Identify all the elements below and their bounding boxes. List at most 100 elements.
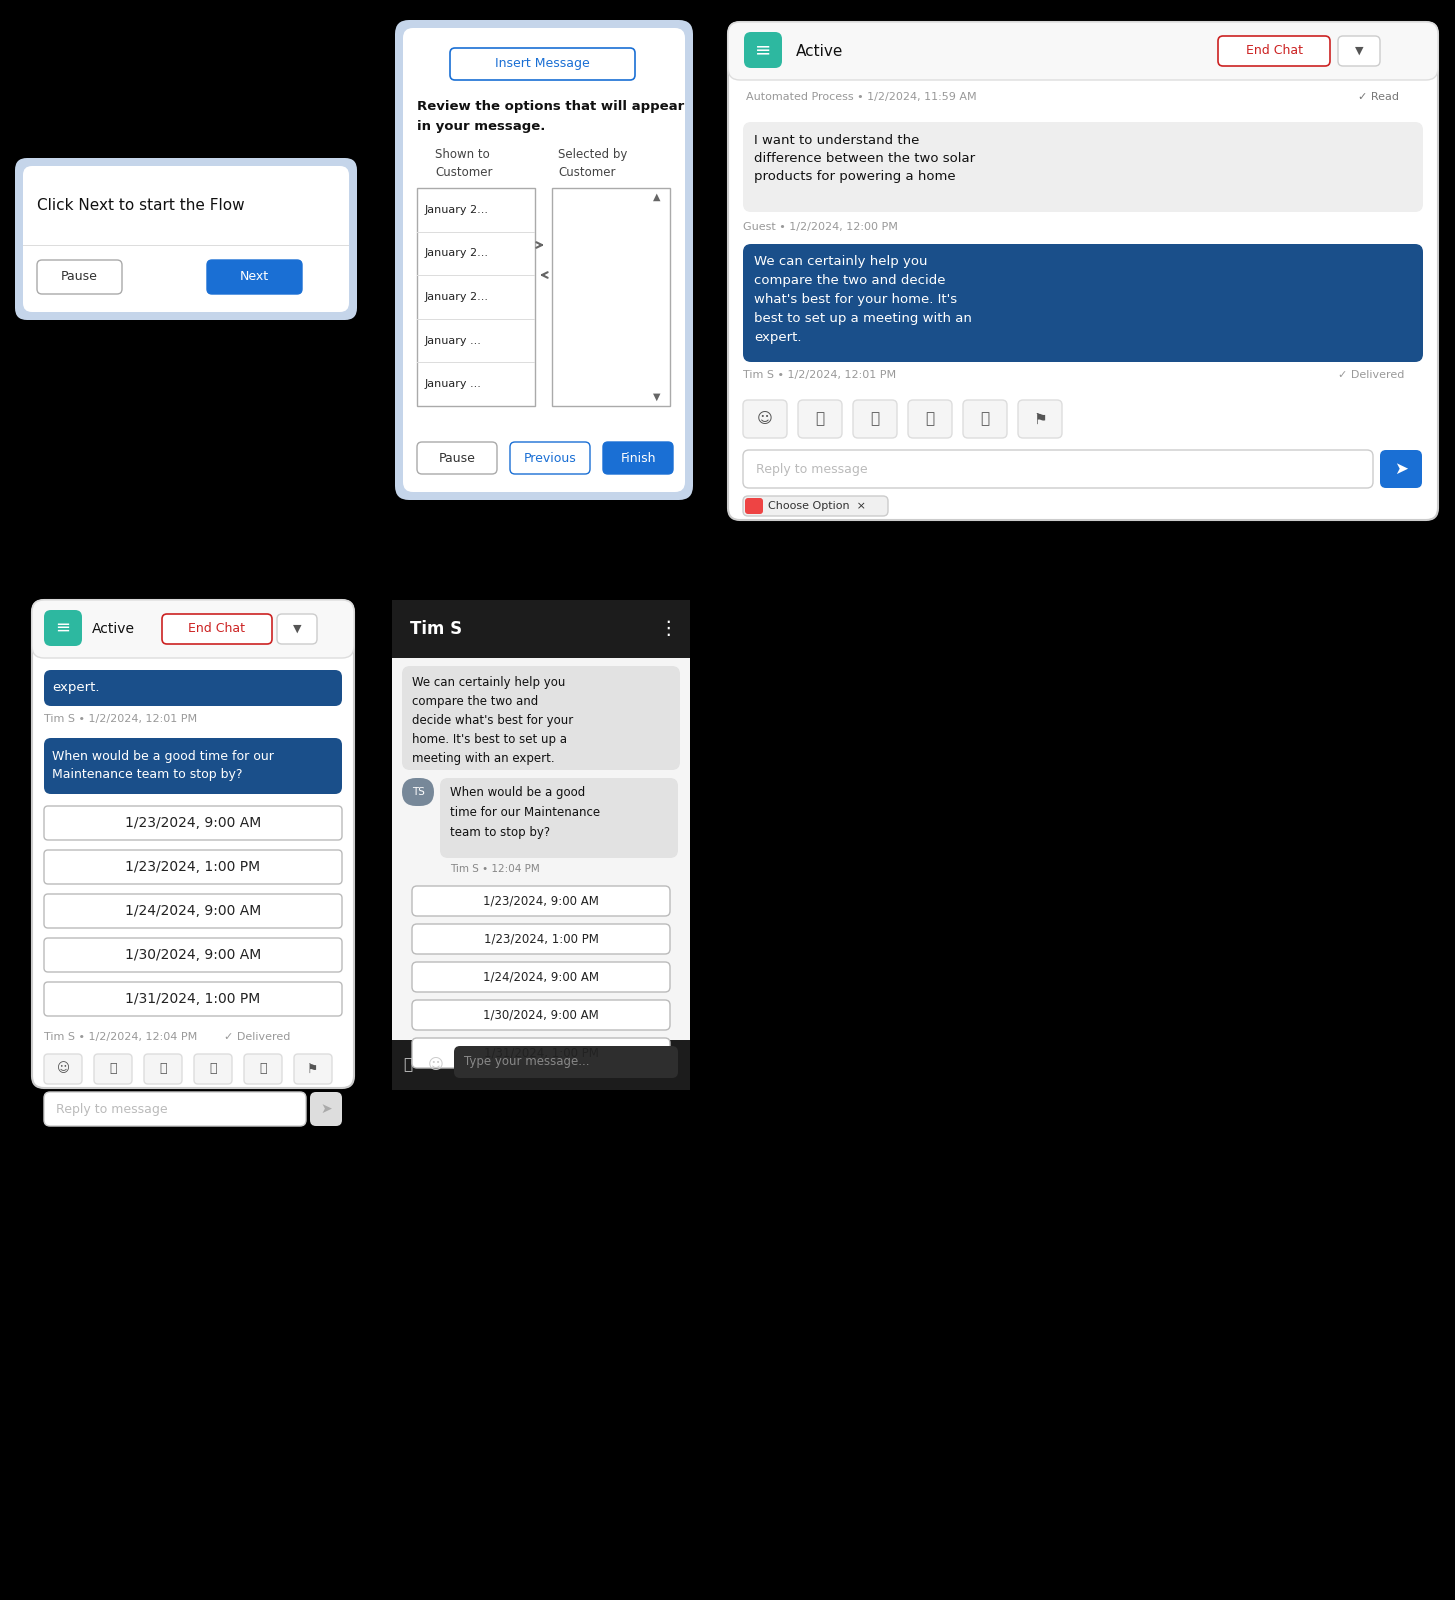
Text: ≡: ≡ (55, 619, 70, 637)
FancyBboxPatch shape (744, 122, 1423, 211)
Text: ▼: ▼ (1355, 46, 1363, 56)
Text: Previous: Previous (524, 451, 576, 464)
Text: 1/23/2024, 9:00 AM: 1/23/2024, 9:00 AM (125, 816, 260, 830)
Text: ▼: ▼ (652, 392, 661, 402)
FancyBboxPatch shape (728, 22, 1438, 80)
Text: Automated Process • 1/2/2024, 11:59 AM: Automated Process • 1/2/2024, 11:59 AM (746, 91, 976, 102)
Text: ☺: ☺ (428, 1058, 444, 1072)
Text: what's best for your home. It's: what's best for your home. It's (754, 293, 957, 306)
FancyBboxPatch shape (1218, 35, 1330, 66)
Text: 🔄: 🔄 (925, 411, 934, 427)
Text: 💬: 💬 (159, 1062, 167, 1075)
FancyBboxPatch shape (797, 400, 842, 438)
FancyBboxPatch shape (454, 1046, 678, 1078)
Text: home. It's best to set up a: home. It's best to set up a (412, 733, 567, 746)
Text: ▼: ▼ (292, 624, 301, 634)
FancyBboxPatch shape (744, 400, 787, 438)
Text: best to set up a meeting with an: best to set up a meeting with an (754, 312, 972, 325)
Text: ✓ Read: ✓ Read (1358, 91, 1400, 102)
Text: End Chat: End Chat (1245, 45, 1302, 58)
Text: Active: Active (796, 43, 844, 59)
FancyBboxPatch shape (207, 259, 303, 294)
FancyBboxPatch shape (44, 610, 81, 646)
FancyBboxPatch shape (44, 1054, 81, 1085)
Text: 1/24/2024, 9:00 AM: 1/24/2024, 9:00 AM (125, 904, 260, 918)
FancyBboxPatch shape (44, 806, 342, 840)
Text: Tim S • 1/2/2024, 12:04 PM: Tim S • 1/2/2024, 12:04 PM (44, 1032, 198, 1042)
FancyBboxPatch shape (412, 962, 669, 992)
Text: 1/30/2024, 9:00 AM: 1/30/2024, 9:00 AM (125, 947, 260, 962)
FancyBboxPatch shape (412, 1038, 669, 1069)
Text: I want to understand the: I want to understand the (754, 134, 920, 147)
FancyBboxPatch shape (744, 450, 1374, 488)
FancyBboxPatch shape (728, 22, 1438, 520)
Text: ☺: ☺ (757, 411, 773, 427)
Text: team to stop by?: team to stop by? (450, 826, 550, 838)
FancyBboxPatch shape (391, 600, 690, 1090)
FancyBboxPatch shape (44, 850, 342, 883)
Bar (391, 658, 690, 1040)
FancyBboxPatch shape (412, 886, 669, 915)
Text: January 2...: January 2... (425, 205, 489, 214)
Text: We can certainly help you: We can certainly help you (754, 254, 927, 267)
FancyBboxPatch shape (36, 259, 122, 294)
FancyBboxPatch shape (394, 19, 693, 499)
Text: January 2...: January 2... (425, 248, 489, 259)
Text: 📎: 📎 (981, 411, 989, 427)
Text: January 2...: January 2... (425, 291, 489, 302)
FancyBboxPatch shape (32, 600, 354, 1088)
FancyBboxPatch shape (44, 938, 342, 971)
Text: Review the options that will appear: Review the options that will appear (418, 99, 684, 114)
Text: Customer: Customer (559, 166, 615, 179)
Text: Tim S: Tim S (410, 619, 463, 638)
Text: 👤: 👤 (815, 411, 825, 427)
Text: 1/24/2024, 9:00 AM: 1/24/2024, 9:00 AM (483, 971, 599, 984)
FancyBboxPatch shape (412, 1000, 669, 1030)
FancyBboxPatch shape (32, 600, 354, 658)
Text: in your message.: in your message. (418, 120, 546, 133)
Text: Reply to message: Reply to message (757, 462, 867, 475)
Bar (391, 1040, 690, 1090)
Text: 📎: 📎 (259, 1062, 266, 1075)
Text: Maintenance team to stop by?: Maintenance team to stop by? (52, 768, 243, 781)
Text: When would be a good time for our: When would be a good time for our (52, 750, 274, 763)
Text: January ...: January ... (425, 379, 482, 389)
FancyBboxPatch shape (853, 400, 896, 438)
Text: 🔄: 🔄 (210, 1062, 217, 1075)
Text: ✓ Delivered: ✓ Delivered (224, 1032, 291, 1042)
Bar (551, 187, 669, 406)
Text: Finish: Finish (620, 451, 656, 464)
Text: time for our Maintenance: time for our Maintenance (450, 806, 599, 819)
Text: Pause: Pause (438, 451, 476, 464)
Text: Pause: Pause (61, 270, 97, 283)
Text: Selected by: Selected by (559, 149, 627, 162)
Text: ▲: ▲ (652, 192, 661, 202)
Bar (418, 187, 535, 406)
Bar (391, 600, 690, 658)
FancyBboxPatch shape (402, 778, 434, 806)
Text: Shown to: Shown to (435, 149, 490, 162)
FancyBboxPatch shape (15, 158, 356, 320)
Text: Click Next to start the Flow: Click Next to start the Flow (36, 198, 244, 213)
Text: products for powering a home: products for powering a home (754, 170, 956, 182)
Text: Tim S • 1/2/2024, 12:01 PM: Tim S • 1/2/2024, 12:01 PM (44, 714, 196, 723)
Text: expert.: expert. (52, 682, 99, 694)
Text: ➤: ➤ (1394, 461, 1408, 478)
Text: We can certainly help you: We can certainly help you (412, 675, 566, 690)
FancyBboxPatch shape (162, 614, 272, 643)
Text: 👤: 👤 (109, 1062, 116, 1075)
Text: Tim S • 1/2/2024, 12:01 PM: Tim S • 1/2/2024, 12:01 PM (744, 370, 896, 379)
Text: Guest • 1/2/2024, 12:00 PM: Guest • 1/2/2024, 12:00 PM (744, 222, 898, 232)
Text: Reply to message: Reply to message (55, 1102, 167, 1115)
FancyBboxPatch shape (744, 243, 1423, 362)
FancyBboxPatch shape (1018, 400, 1062, 438)
Text: compare the two and decide: compare the two and decide (754, 274, 946, 286)
Text: ☺: ☺ (57, 1062, 70, 1075)
Text: 1/23/2024, 1:00 PM: 1/23/2024, 1:00 PM (125, 861, 260, 874)
FancyBboxPatch shape (194, 1054, 231, 1085)
Text: Active: Active (92, 622, 135, 635)
FancyBboxPatch shape (244, 1054, 282, 1085)
Text: Next: Next (240, 270, 269, 283)
Text: Insert Message: Insert Message (495, 58, 589, 70)
Text: 1/30/2024, 9:00 AM: 1/30/2024, 9:00 AM (483, 1008, 599, 1021)
